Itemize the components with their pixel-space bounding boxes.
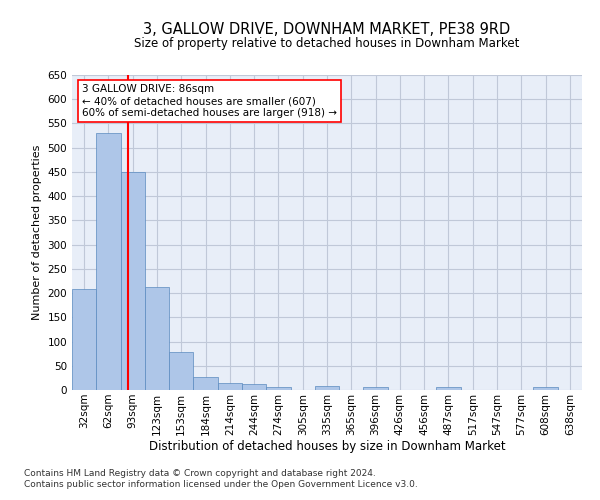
Bar — [72, 289, 96, 390]
Bar — [218, 382, 242, 390]
Text: Contains HM Land Registry data © Crown copyright and database right 2024.: Contains HM Land Registry data © Crown c… — [24, 468, 376, 477]
Bar — [193, 377, 218, 390]
Text: 3 GALLOW DRIVE: 86sqm
← 40% of detached houses are smaller (607)
60% of semi-det: 3 GALLOW DRIVE: 86sqm ← 40% of detached … — [82, 84, 337, 117]
Bar — [169, 352, 193, 390]
Bar — [436, 387, 461, 390]
Bar — [266, 386, 290, 390]
X-axis label: Distribution of detached houses by size in Downham Market: Distribution of detached houses by size … — [149, 440, 505, 454]
Text: 3, GALLOW DRIVE, DOWNHAM MARKET, PE38 9RD: 3, GALLOW DRIVE, DOWNHAM MARKET, PE38 9R… — [143, 22, 511, 38]
Y-axis label: Number of detached properties: Number of detached properties — [32, 145, 42, 320]
Bar — [364, 387, 388, 390]
Bar — [96, 133, 121, 390]
Bar — [533, 387, 558, 390]
Text: Contains public sector information licensed under the Open Government Licence v3: Contains public sector information licen… — [24, 480, 418, 489]
Bar — [315, 386, 339, 390]
Bar — [145, 288, 169, 390]
Text: Size of property relative to detached houses in Downham Market: Size of property relative to detached ho… — [134, 38, 520, 51]
Bar — [242, 384, 266, 390]
Bar — [121, 172, 145, 390]
